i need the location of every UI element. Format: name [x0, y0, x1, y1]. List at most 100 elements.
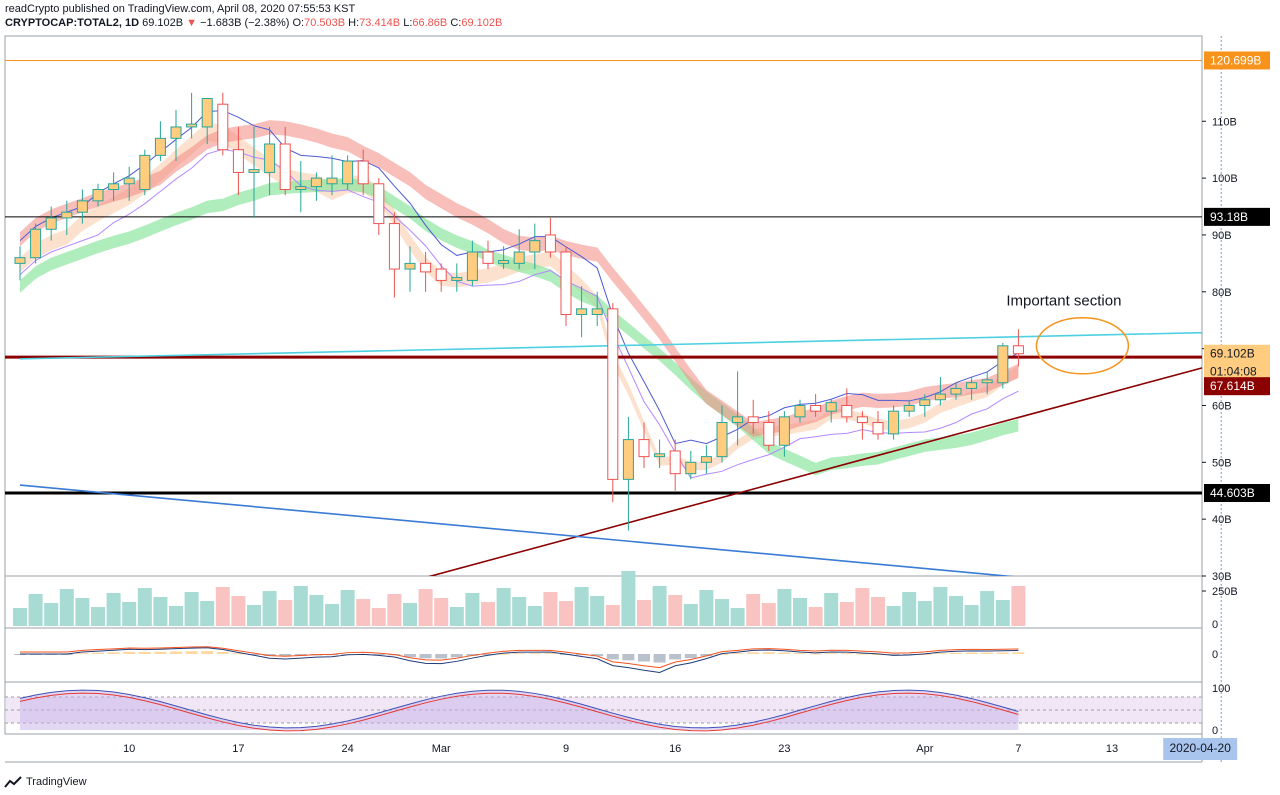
chart-header: readCrypto published on TradingView.com,… [0, 0, 1280, 30]
last-price: 69.102B [142, 17, 184, 29]
macd-hist-bar [669, 654, 682, 660]
candle-body [934, 393, 946, 401]
close-value: 69.102B [461, 17, 503, 29]
x-tick-label: Mar [432, 743, 451, 755]
candle-body [217, 103, 229, 151]
volume-bar [949, 596, 963, 626]
candle-body [30, 228, 42, 259]
vol-tick-label: 250B [1212, 586, 1238, 598]
macd-hist-bar [497, 653, 510, 655]
trendline-0 [19, 331, 1202, 360]
x-tick-label: 10 [123, 743, 135, 755]
macd-hist-bar [513, 653, 526, 655]
y-tick-label: 90B [1212, 230, 1232, 242]
candle-body [529, 240, 541, 253]
volume-bar [59, 589, 74, 626]
macd-hist-bar [76, 653, 89, 655]
volume-bar [808, 607, 823, 626]
volume-bar [91, 607, 105, 626]
y-tick-label: 100B [1212, 173, 1238, 185]
candle-body [326, 177, 338, 185]
volume-bar [652, 586, 667, 626]
macd-hist-bar [154, 651, 167, 654]
change-value: −1.683B (−2.38%) [200, 17, 290, 29]
macd-hist-bar [482, 654, 494, 655]
macd-hist-bar [372, 654, 385, 655]
ohlc-line: CRYPTOCAP:TOTAL2, 1D 69.102B ▼ −1.683B (… [5, 17, 502, 29]
macd-hist-bar [528, 653, 541, 655]
volume-bar [465, 593, 480, 626]
y-tick-label: 50B [1212, 457, 1232, 469]
close-label: C: [450, 17, 462, 29]
macd-hist-bar [435, 654, 448, 659]
volume-bar [387, 594, 402, 626]
macd-hist-bar [950, 652, 962, 654]
volume-bar [621, 571, 636, 626]
volume-bar [605, 605, 620, 626]
cursor-date-label: 2020-04-20 [1170, 741, 1232, 755]
macd-hist-bar [965, 652, 978, 654]
candle-body [576, 308, 588, 316]
y-tick-label: 30B [1212, 571, 1232, 583]
volume-bar [184, 592, 199, 626]
x-tick-label: Apr [916, 743, 933, 755]
x-tick-label: 16 [669, 743, 681, 755]
ma-price-label: 67.614B [1210, 379, 1255, 393]
macd-hist-bar [544, 653, 557, 655]
volume-bar [418, 589, 433, 626]
candle-body [388, 223, 400, 270]
macd-hist-bar [201, 651, 214, 654]
price-badge-0: 120.699B [1210, 53, 1261, 67]
open-label: O: [292, 17, 305, 29]
low-label: L: [403, 17, 413, 29]
candle-body [310, 177, 322, 188]
open-value: 70.503B [304, 17, 346, 29]
macd-hist-bar [778, 652, 791, 654]
macd-hist-bar [684, 654, 697, 659]
macd-hist-bar [107, 652, 120, 654]
volume-bar [449, 607, 464, 626]
volume-bar [293, 586, 308, 626]
current-price-label: 69.102B [1210, 347, 1255, 361]
macd-hist-bar [450, 654, 463, 658]
tradingview-footer[interactable]: TradingView [4, 773, 87, 791]
candle-body [841, 404, 853, 418]
macd-hist-bar [872, 653, 884, 655]
price-badge-3: 44.603B [1210, 486, 1255, 500]
main-plot [5, 59, 1202, 576]
candle-body [654, 453, 666, 458]
volume-bar [668, 595, 683, 626]
ma-purple-line [19, 148, 1019, 479]
macd-pane [4, 627, 1203, 683]
price-badge-3-bg [1204, 483, 1270, 502]
candle-body [186, 123, 198, 128]
candle-body [607, 308, 619, 480]
candle-body [435, 268, 447, 281]
volume-bar [403, 603, 417, 626]
change-arrow-icon: ▼ [186, 17, 198, 29]
y-tick-label: 40B [1212, 514, 1232, 526]
candle-body [201, 98, 213, 128]
candle-body [14, 257, 26, 264]
low-value: 66.86B [412, 17, 448, 29]
candle-body [248, 169, 260, 173]
candle-body [482, 251, 494, 264]
volume-bar [75, 598, 90, 626]
volume-bar [964, 605, 979, 626]
volume-bar [340, 590, 355, 626]
x-tick-label: 9 [563, 743, 569, 755]
candle-body [498, 260, 510, 264]
volume-bar [793, 598, 807, 626]
candle-body [622, 439, 634, 480]
volume-bar [746, 594, 761, 626]
x-tick-label: 13 [1106, 743, 1118, 755]
candle-body [669, 450, 681, 475]
candle-body [108, 183, 120, 190]
volume-bar [683, 604, 698, 626]
high-value: 73.414B [359, 17, 401, 29]
x-tick-label: 24 [341, 743, 353, 755]
macd-hist-bar [263, 654, 276, 656]
candle-body [888, 410, 900, 435]
countdown-label: 01:04:08 [1210, 365, 1257, 379]
